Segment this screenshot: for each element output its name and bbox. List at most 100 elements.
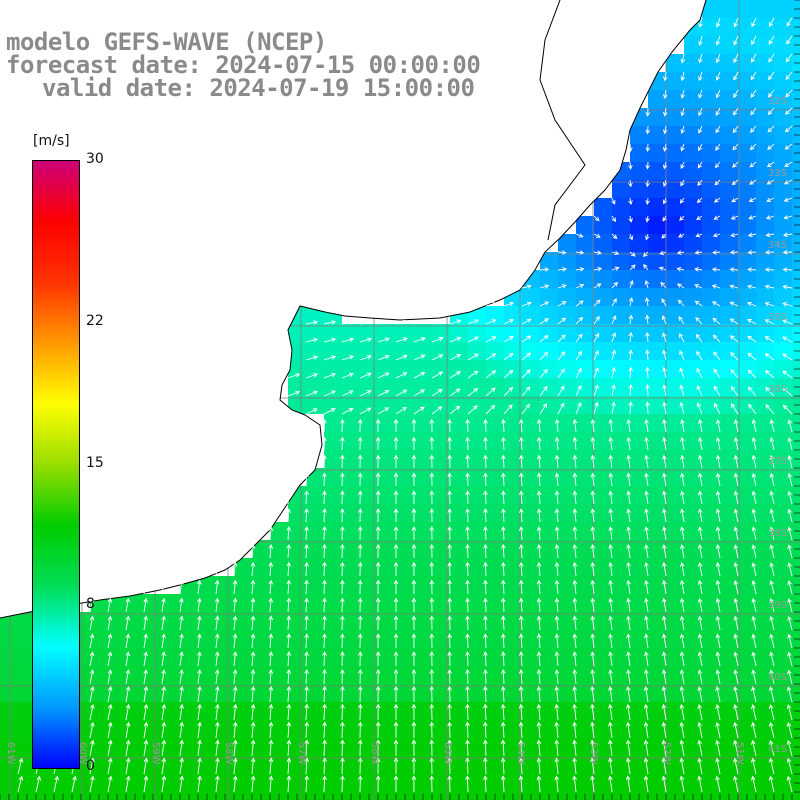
field-cell: [198, 684, 216, 702]
wind-vector: [645, 331, 650, 343]
field-cell: [270, 576, 288, 594]
wind-vector: [590, 703, 595, 721]
field-cell: [486, 342, 504, 360]
wind-vector: [375, 775, 381, 793]
field-cell: [756, 306, 774, 324]
wind-vector: [765, 249, 775, 255]
field-cell: [450, 720, 468, 738]
field-cell: [666, 108, 684, 126]
field-cell: [756, 594, 774, 612]
wind-vector: [645, 125, 651, 135]
wind-vector: [215, 685, 220, 703]
wind-vector: [786, 704, 793, 721]
wind-vector: [305, 372, 319, 379]
wind-vector: [536, 526, 542, 541]
wind-vector: [661, 669, 667, 685]
wind-vector: [767, 107, 775, 116]
wind-vector: [696, 197, 703, 204]
wind-vector: [143, 615, 148, 631]
wind-vector: [143, 703, 149, 721]
wind-vector: [680, 508, 685, 523]
wind-vector: [447, 633, 452, 649]
field-cell: [594, 594, 612, 612]
field-cell: [756, 36, 774, 54]
field-cell: [666, 540, 684, 558]
wind-vector: [232, 651, 238, 667]
field-cell: [756, 720, 774, 738]
wind-vector: [539, 318, 549, 325]
wind-vector: [608, 490, 614, 505]
field-cell: [720, 684, 738, 702]
field-cell: [702, 288, 720, 306]
wind-vector: [250, 633, 256, 649]
wind-vector: [644, 508, 649, 523]
field-cell: [432, 450, 450, 468]
wind-vector: [268, 757, 274, 775]
field-cell: [432, 648, 450, 666]
wind-vector: [393, 579, 399, 595]
field-cell: [774, 216, 792, 234]
wind-vector: [590, 721, 595, 739]
wind-vector: [715, 686, 721, 703]
wind-vector: [572, 721, 577, 739]
wind-vector: [611, 332, 617, 343]
wind-vector: [557, 385, 565, 397]
wind-vector: [572, 633, 578, 649]
field-cell: [414, 702, 432, 720]
wind-vector: [500, 775, 506, 793]
field-cell: [756, 504, 774, 522]
wind-vector: [429, 418, 435, 433]
field-cell: [720, 90, 738, 108]
wind-vector: [215, 775, 220, 793]
wind-vector: [483, 561, 488, 577]
wind-vector: [125, 739, 131, 757]
field-cell: [144, 594, 162, 612]
latitude-label: 40S: [768, 672, 788, 683]
wind-vector: [662, 71, 668, 82]
latitude-label: 41S: [768, 744, 788, 755]
wind-vector: [375, 543, 381, 559]
wind-vector: [375, 651, 381, 667]
field-cell: [288, 522, 306, 540]
wind-vector: [590, 418, 596, 433]
wind-vector: [593, 315, 600, 325]
wind-vector: [661, 651, 667, 667]
field-cell: [90, 648, 108, 666]
wind-vector: [751, 17, 757, 28]
field-cell: [270, 702, 288, 720]
wind-vector: [340, 454, 345, 469]
wind-vector: [661, 739, 667, 757]
field-cell: [648, 504, 666, 522]
wind-vector: [662, 197, 668, 205]
field-cell: [378, 378, 396, 396]
longitude-label: 56W: [369, 742, 380, 765]
wind-vector: [787, 526, 793, 541]
wind-vector: [322, 775, 327, 793]
field-cell: [540, 396, 558, 414]
wind-vector: [715, 651, 721, 667]
field-cell: [594, 648, 612, 666]
wind-vector: [53, 775, 59, 793]
field-cell: [702, 198, 720, 216]
wind-vector: [554, 775, 560, 793]
wind-vector: [322, 490, 327, 505]
wind-vector: [467, 353, 479, 361]
wind-vector: [608, 579, 613, 595]
wind-vector: [697, 757, 703, 775]
wind-vector: [714, 179, 721, 186]
wind-vector: [429, 508, 435, 523]
wind-vector: [447, 739, 452, 757]
wind-vector: [519, 418, 524, 433]
wind-vector: [643, 757, 649, 775]
wind-vector: [697, 161, 703, 169]
wind-vector: [662, 579, 667, 595]
field-cell: [468, 594, 486, 612]
wind-vector: [518, 633, 524, 649]
wind-vector: [89, 775, 95, 793]
wind-vector: [322, 615, 327, 631]
wind-vector: [483, 454, 488, 469]
field-cell: [432, 432, 450, 450]
field-cell: [504, 504, 522, 522]
wind-vector: [411, 757, 417, 775]
wind-vector: [750, 71, 757, 81]
